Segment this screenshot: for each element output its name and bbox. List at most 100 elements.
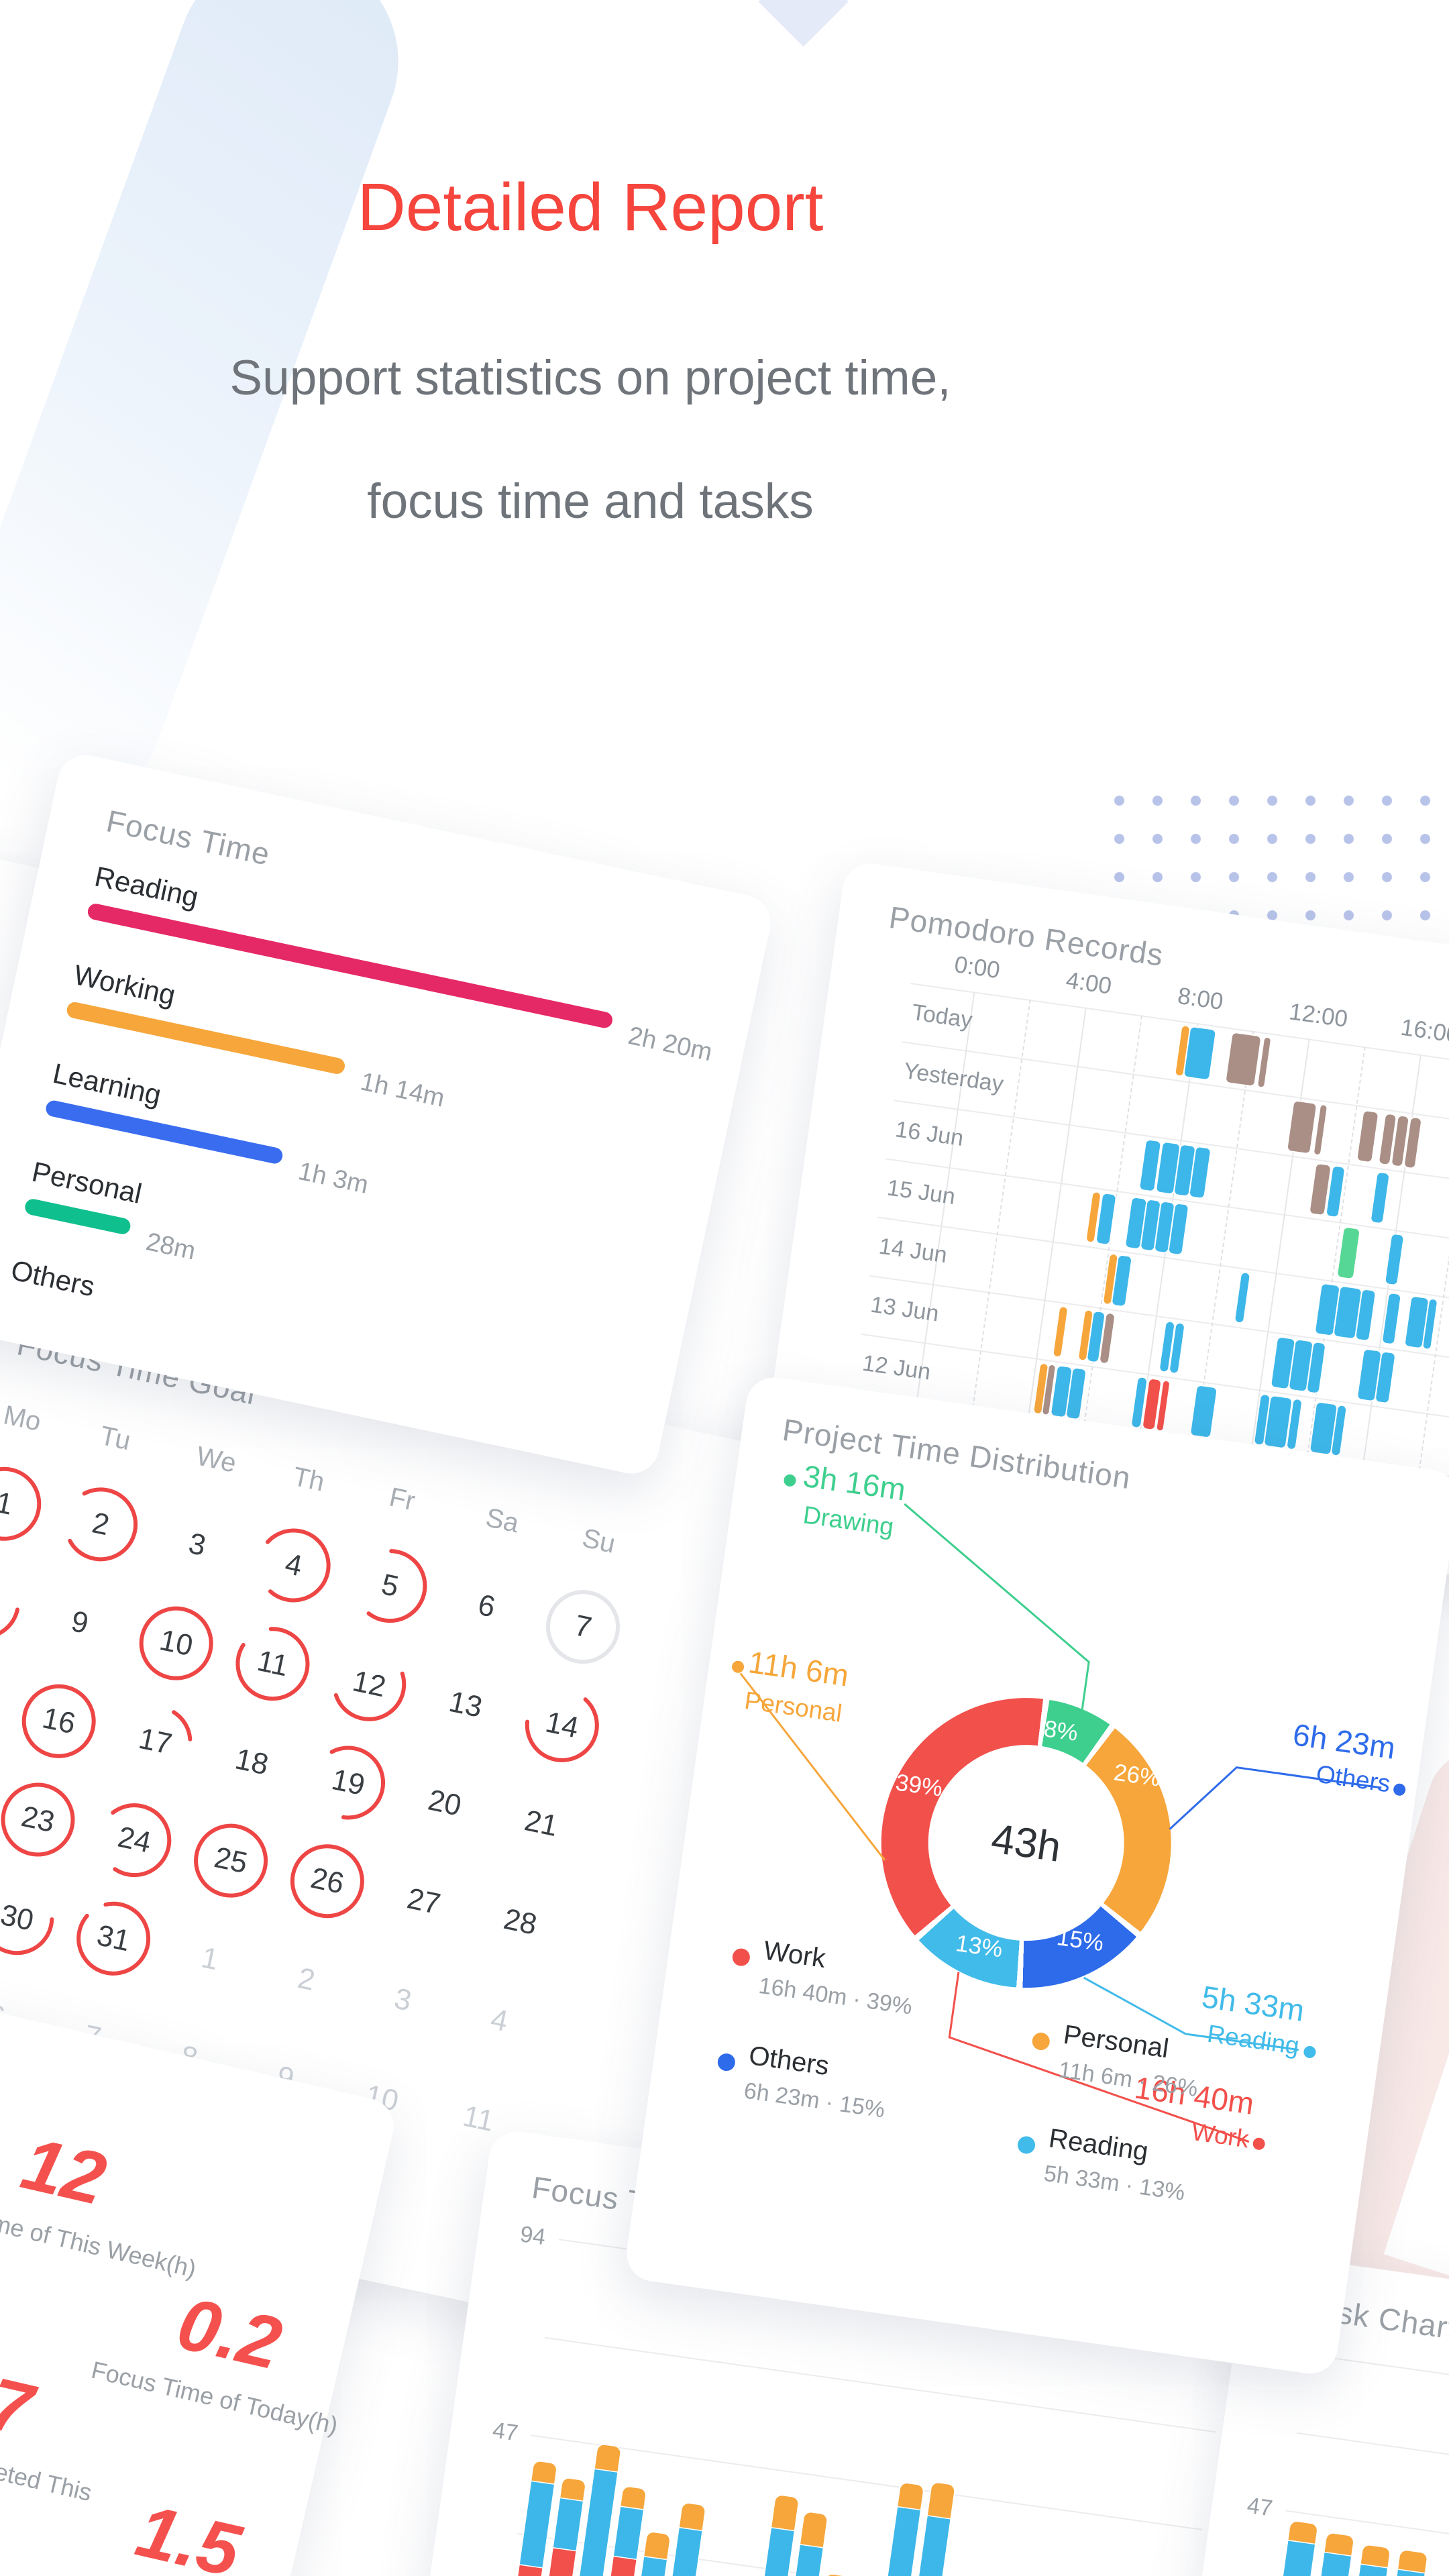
weekday-label: Sa (483, 1503, 522, 1539)
calendar-day: 7 (537, 1580, 629, 1673)
calendar-day: 30 (0, 1872, 63, 1964)
bar-value: 28m (144, 1228, 199, 1266)
stacked-bar (873, 2482, 924, 2576)
focus-time-title: Focus Time (103, 803, 274, 872)
bar-segment (44, 1099, 284, 1165)
weekday-label: We (193, 1441, 239, 1479)
day-number: 30 (0, 1898, 37, 1937)
calendar-day: 1 (164, 1913, 256, 2006)
calendar-day: 1 (0, 1458, 50, 1550)
row-label: Today (910, 999, 974, 1034)
calendar-day: 5 (344, 1540, 437, 1632)
bar-value: 1h 14m (358, 1067, 447, 1113)
bar-segment (620, 2485, 646, 2510)
goal-calendar: MoTuWeThFrSaSu12345678910111213141516171… (0, 1280, 902, 2138)
calendar-day: 19 (302, 1737, 394, 1829)
calendar-day: 31 (67, 1892, 160, 1985)
day-number: 3 (185, 1526, 209, 1562)
bar-label: Others (8, 1254, 98, 1303)
stacked-bar (752, 2494, 799, 2576)
day-number: 23 (18, 1799, 58, 1839)
stat-value: 1.5 (129, 2489, 248, 2576)
calendar-day: 2 (54, 1479, 147, 1571)
calendar-day: 2 (260, 1933, 353, 2026)
day-number: 1 (0, 1485, 16, 1521)
pomodoro-block (1356, 1110, 1378, 1163)
bar-segment (605, 2557, 636, 2576)
calendar-day: 14 (516, 1679, 608, 1772)
grid-line-vertical (1131, 1023, 1199, 1491)
calendar-day: 11 (227, 1617, 319, 1710)
bar-segment (519, 2481, 554, 2569)
day-number: 19 (329, 1762, 368, 1803)
page-title: Detailed Report (357, 170, 824, 245)
bar-segment (65, 1000, 347, 1076)
legend-detail: 11h 6m · 26% (1057, 2057, 1199, 2102)
grid-line-dashed (1075, 1015, 1143, 1483)
calendar-day: 6 (440, 1560, 533, 1653)
pomodoro-block (1183, 1026, 1216, 1080)
day-number: 18 (232, 1742, 272, 1782)
time-axis-label: 12:00 (1287, 998, 1350, 1033)
bar-segment (880, 2507, 920, 2576)
bar-segment (800, 2511, 828, 2548)
bar-segment (559, 2477, 586, 2502)
bar-segment (771, 2494, 799, 2532)
day-number: 26 (307, 1861, 347, 1900)
legend-name: Others (747, 2040, 831, 2082)
time-axis-label: 16:00 (1399, 1014, 1449, 1049)
pomodoro-block (1053, 1306, 1068, 1357)
day-number: 8 (0, 1556, 30, 1649)
pomodoro-block (1371, 1172, 1389, 1224)
time-axis-label: 4:00 (1064, 967, 1114, 1000)
legend-name: Reading (1046, 2123, 1150, 2167)
bar-segment (1319, 2553, 1352, 2576)
bar-segment (613, 2506, 643, 2561)
diamond-decor (758, 0, 849, 47)
callout-time: 11h 6m (746, 1644, 851, 1693)
stat-value: 12 (14, 2122, 113, 2221)
callout-name: Personal (743, 1686, 844, 1727)
stacked-bar (510, 2461, 557, 2576)
legend-name: Personal (1061, 2019, 1171, 2064)
day-number: 24 (115, 1820, 154, 1860)
weekday-label: Mo (1, 1400, 44, 1437)
callout-dot (1393, 1782, 1407, 1796)
day-number: 31 (94, 1919, 133, 1958)
day-number: 20 (425, 1783, 464, 1823)
day-number: 16 (39, 1701, 78, 1741)
time-axis-label: 8:00 (1175, 982, 1225, 1015)
day-number: 5 (378, 1568, 402, 1604)
day-number: 11 (254, 1644, 292, 1683)
pomodoro-block (1226, 1032, 1260, 1086)
bar-segment (679, 2502, 706, 2531)
bar-segment (540, 2548, 576, 2576)
day-number: 9 (68, 1605, 92, 1641)
ribbon-decor (0, 0, 430, 847)
bar-segment (644, 2532, 671, 2561)
pomodoro-block (1385, 1234, 1403, 1285)
bar-segment (631, 2557, 667, 2576)
calendar-day: 21 (495, 1778, 588, 1870)
pomodoro-block (1190, 1385, 1217, 1438)
calendar-day: 12 (323, 1638, 415, 1731)
row-label: 12 Jun (861, 1350, 932, 1385)
legend-detail: 16h 40m · 39% (757, 1972, 914, 2020)
legend-dot (1016, 2135, 1036, 2155)
pomodoro-block (1234, 1272, 1250, 1323)
legend-name: Work (761, 1935, 828, 1974)
calendar-day: 15 (0, 1654, 9, 1747)
calendar-day: 24 (89, 1794, 181, 1886)
day-number: 25 (211, 1841, 251, 1880)
weekday-label: Fr (386, 1482, 418, 1517)
calendar-day: 4 (248, 1519, 340, 1612)
day-number: 2 (89, 1506, 113, 1542)
y-axis-label: 94 (518, 2221, 547, 2251)
weekday-label: Th (290, 1461, 327, 1497)
y-axis-label: 47 (490, 2417, 520, 2447)
day-number: 7 (572, 1609, 595, 1645)
day-number: 17 (136, 1721, 175, 1761)
grid-line-horizontal (1296, 2432, 1449, 2491)
day-number: 14 (542, 1705, 582, 1745)
